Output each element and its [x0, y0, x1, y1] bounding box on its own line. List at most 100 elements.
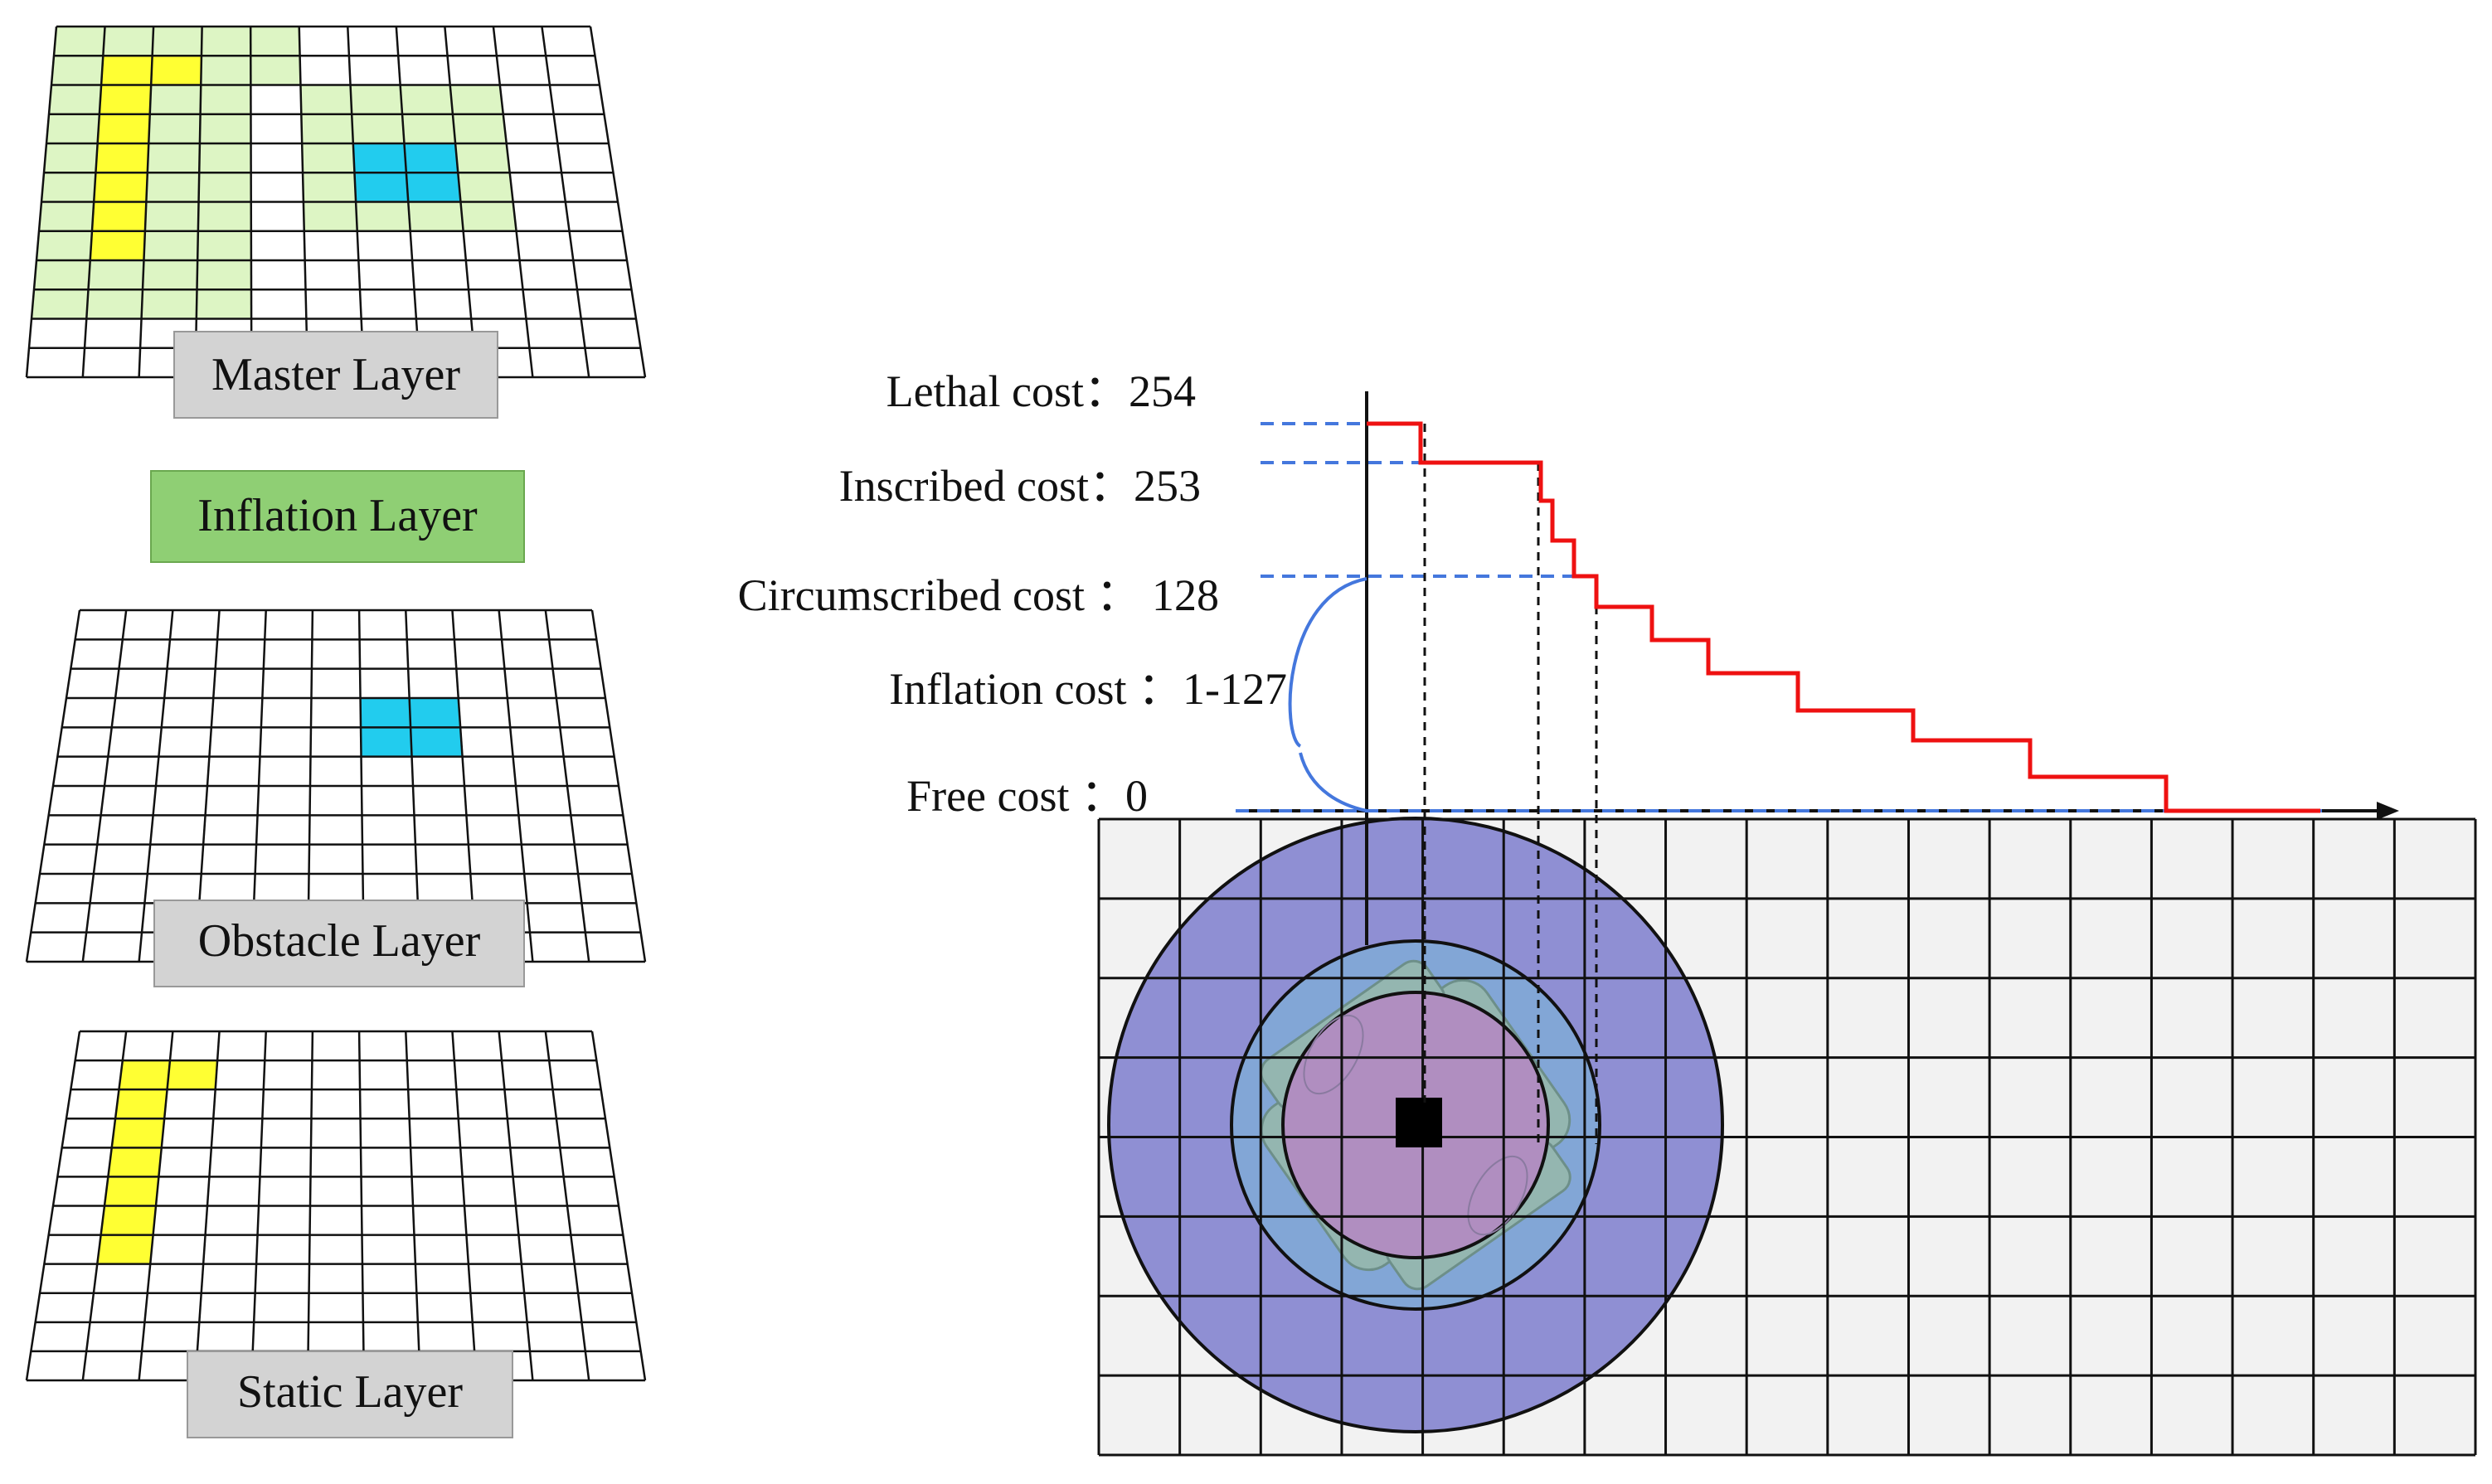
grid-col-line — [590, 609, 647, 963]
grid-cell — [350, 85, 403, 114]
grid-cell — [360, 698, 411, 728]
grid-cell — [458, 172, 513, 202]
grid-cell — [300, 85, 352, 114]
grid-cell — [449, 85, 503, 114]
grid-cell — [151, 56, 202, 85]
grid-cell — [196, 289, 252, 319]
grid-col-line — [544, 1031, 590, 1381]
obstacle-layer-grid — [25, 609, 647, 963]
grid-cell — [361, 727, 412, 757]
grid-cell — [352, 114, 405, 143]
arrow-right-icon — [2377, 802, 2399, 820]
grid-col-line — [544, 609, 590, 963]
grid-cell — [199, 143, 251, 173]
cost-step-curve — [1367, 421, 2320, 813]
grid-cell — [250, 27, 300, 56]
grid-col-line — [81, 1031, 128, 1381]
grid-cell — [167, 1060, 218, 1090]
grid-cell — [302, 143, 355, 173]
grid-col-line — [138, 609, 174, 963]
grid-cell — [201, 27, 251, 56]
grid-col-line — [298, 26, 309, 378]
grid-cell — [104, 1176, 159, 1206]
grid-cell — [197, 201, 251, 231]
grid-col-line — [138, 26, 155, 378]
grid-cell — [95, 143, 149, 173]
grid-col-line — [451, 1031, 478, 1381]
grid-cell — [94, 172, 148, 202]
master-layer-grid — [25, 25, 647, 379]
grid-col-line — [541, 26, 590, 378]
grid-col-line — [194, 1031, 221, 1381]
grid-col-line — [250, 1031, 267, 1381]
grid-col-line — [25, 609, 81, 963]
grid-cell — [152, 27, 202, 56]
master-layer-label: Master Layer — [211, 349, 460, 400]
grid-cell — [141, 289, 197, 319]
grid-cell — [455, 143, 510, 173]
inflation-cost-label: Inflation cost ：1-127 — [889, 664, 1287, 714]
inscribed-cost-label: Inscribed cost：253 — [839, 461, 1201, 511]
static-layer-grid — [25, 1030, 647, 1382]
grid-cell — [36, 230, 92, 260]
grid-cell — [88, 260, 144, 290]
grid-cell — [103, 27, 154, 56]
grid-cell — [408, 201, 464, 231]
grid-cell — [452, 114, 507, 143]
obstacle-layer-label: Obstacle Layer — [198, 915, 481, 967]
grid-cell — [147, 143, 200, 173]
grid-cell — [409, 698, 461, 728]
grid-cell — [101, 56, 153, 85]
grid-cell — [143, 260, 198, 290]
grid-cell — [198, 172, 251, 202]
static-layer-label: Static Layer — [237, 1366, 463, 1418]
grid-cell — [44, 143, 98, 173]
grid-cell — [303, 201, 357, 231]
free-cost-label: Free cost ：0 — [906, 771, 1148, 821]
obstacle-layer-label-box — [153, 900, 525, 987]
grid-cell — [34, 260, 90, 290]
grid-cell — [39, 201, 95, 231]
grid-col-line — [347, 26, 366, 378]
grid-cell — [91, 201, 147, 231]
grid-cell — [149, 85, 202, 114]
grid-cell — [200, 85, 251, 114]
grid-cell — [46, 114, 100, 143]
grid-cell — [144, 201, 199, 231]
grid-cell — [402, 114, 456, 143]
grid-cell — [201, 56, 251, 85]
grid-cell — [86, 289, 143, 319]
grid-cell — [148, 114, 201, 143]
grid-cell — [99, 85, 152, 114]
robot-wheel-outline-bottom — [1467, 1155, 1528, 1236]
grid-cell — [32, 289, 89, 319]
grid-col-line — [498, 1031, 534, 1381]
grid-cell — [54, 27, 105, 56]
grid-col-line — [492, 26, 534, 378]
grid-cell — [356, 201, 410, 231]
grid-cell — [301, 114, 353, 143]
grid-cell — [41, 172, 96, 202]
grid-col-line — [306, 1031, 314, 1381]
grid-cell — [197, 260, 251, 290]
grid-cell — [354, 172, 409, 202]
grid-cell — [97, 1234, 153, 1264]
grid-cell — [119, 1060, 170, 1090]
inflation-layer-label-box — [150, 470, 525, 563]
grid-cell — [90, 230, 145, 260]
inflation-layer-label: Inflation Layer — [197, 490, 478, 541]
grid-col-line — [25, 1031, 81, 1381]
grid-col-line — [357, 1031, 366, 1381]
grid-col-line — [498, 609, 534, 963]
grid-cell — [51, 56, 104, 85]
grid-col-line — [138, 1031, 174, 1381]
grid-col-line — [405, 1031, 421, 1381]
robot-wheel-outline-top — [1303, 1014, 1364, 1095]
grid-cell — [49, 85, 102, 114]
grid-col-line — [81, 26, 106, 378]
grid-col-line — [249, 26, 253, 378]
grid-cell — [400, 85, 453, 114]
inflation-range-brace — [1288, 577, 1367, 812]
